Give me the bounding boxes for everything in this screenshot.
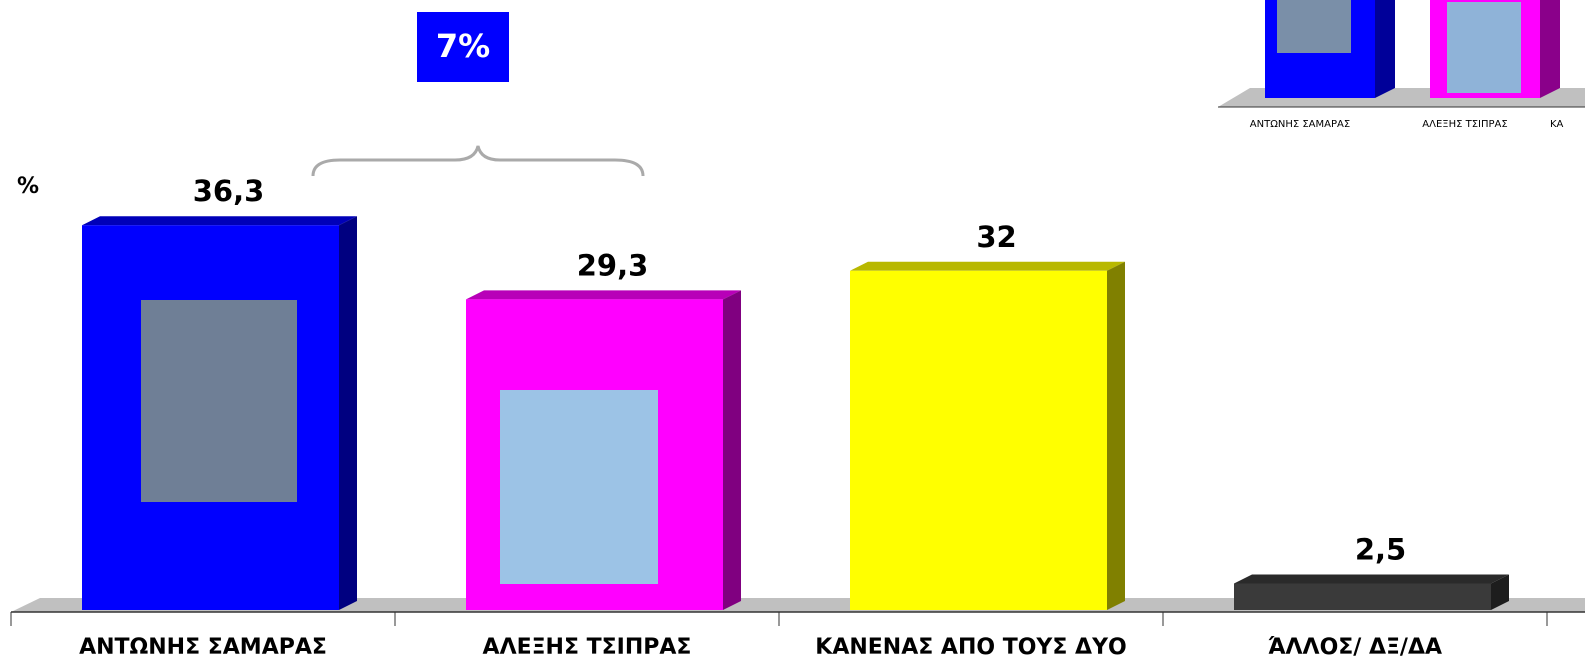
bar-side: [1107, 262, 1125, 610]
chart: ΑΝΤΩΝΗΣ ΣΑΜΑΡΑΣ ΑΛΕΞΗΣ ΤΣΙΠΡΑΣ ΚΑ 7% % 3…: [0, 0, 1585, 664]
photo: [500, 390, 658, 584]
value-label: 2,5: [1355, 533, 1406, 567]
inset-label: ΑΛΕΞΗΣ ΤΣΙΠΡΑΣ: [1422, 119, 1507, 130]
bar: [850, 271, 1107, 610]
inset-bar-side: [1375, 0, 1395, 98]
inset-label: ΑΝΤΩΝΗΣ ΣΑΜΑΡΑΣ: [1250, 119, 1350, 130]
bar-top: [1234, 575, 1509, 584]
inset-label: ΚΑ: [1550, 119, 1564, 130]
bar-side: [723, 290, 741, 610]
x-tick-label: ΑΝΤΩΝΗΣ ΣΑΜΑΡΑΣ: [79, 635, 327, 660]
bar-top: [850, 262, 1125, 271]
photo: [141, 300, 297, 502]
inset-bar-side: [1540, 0, 1560, 98]
inset-photo: [1447, 2, 1521, 93]
value-label: 32: [976, 220, 1016, 254]
bar-side: [339, 216, 357, 610]
annotation-brace: [313, 146, 643, 176]
y-axis-label: %: [17, 174, 39, 199]
value-label: 36,3: [193, 174, 265, 208]
bar-top: [466, 290, 741, 299]
x-tick-label: ΚΑΝΕΝΑΣ ΑΠΟ ΤΟΥΣ ΔΥΟ: [815, 635, 1126, 660]
value-label: 29,3: [577, 248, 649, 282]
annotation: 7%: [436, 27, 490, 65]
bar: [1234, 584, 1491, 611]
x-tick-label: ΑΛΕΞΗΣ ΤΣΙΠΡΑΣ: [483, 635, 692, 660]
bar-top: [82, 216, 357, 225]
inset-chart: ΑΝΤΩΝΗΣ ΣΑΜΑΡΑΣ ΑΛΕΞΗΣ ΤΣΙΠΡΑΣ ΚΑ: [1218, 0, 1585, 130]
x-tick-label: ΆΛΛΟΣ/ ΔΞ/ΔΑ: [1268, 635, 1442, 660]
inset-photo: [1277, 0, 1351, 53]
